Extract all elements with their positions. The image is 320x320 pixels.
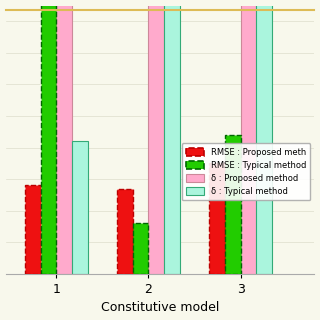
Bar: [117, 188, 133, 274]
Bar: [241, 0, 256, 274]
Bar: [148, 0, 164, 274]
Bar: [72, 141, 88, 274]
Bar: [133, 223, 148, 274]
Bar: [256, 0, 272, 274]
X-axis label: Constitutive model: Constitutive model: [101, 301, 219, 315]
Bar: [225, 135, 241, 274]
Bar: [164, 0, 180, 274]
Bar: [25, 186, 41, 274]
Legend: RMSE : Proposed meth, RMSE : Typical method, δ : Proposed method, δ : Typical me: RMSE : Proposed meth, RMSE : Typical met…: [181, 143, 310, 200]
Bar: [209, 164, 225, 274]
Bar: [56, 0, 72, 274]
Bar: [41, 0, 56, 274]
